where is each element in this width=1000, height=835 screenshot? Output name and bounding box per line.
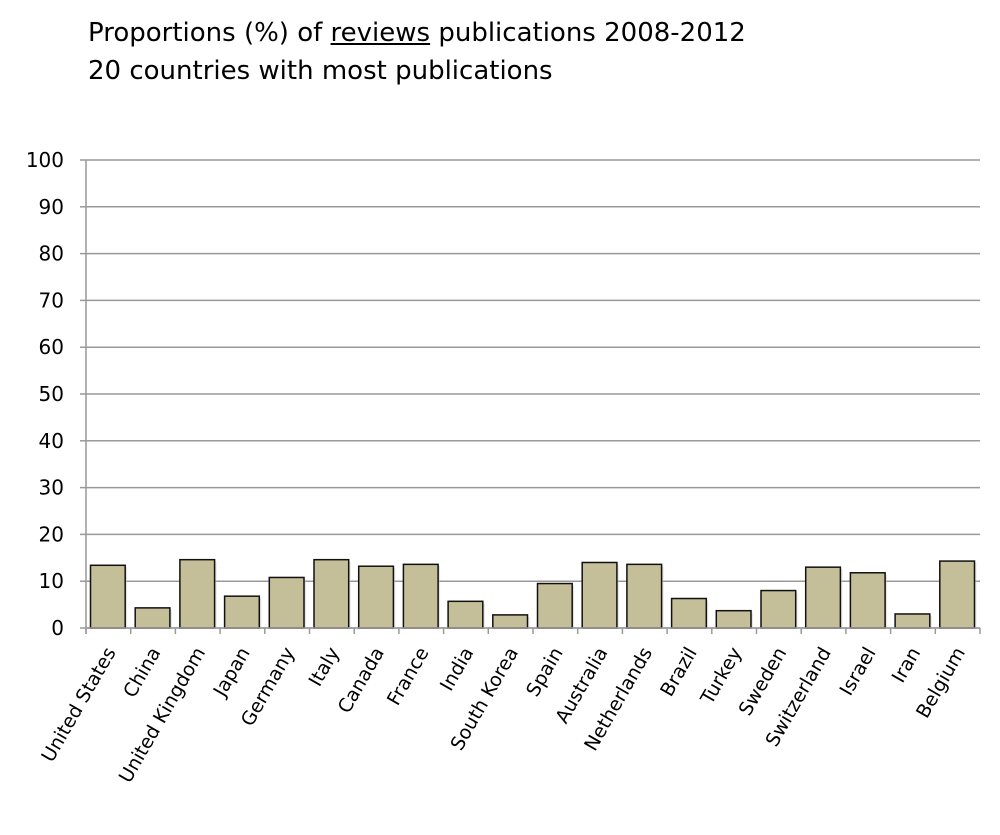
bar bbox=[402, 563, 439, 629]
x-tick-label: Italy bbox=[305, 644, 345, 691]
y-tick-label: 40 bbox=[39, 429, 64, 453]
title-line-1: Proportions (%) of reviews publications … bbox=[88, 14, 746, 52]
x-tick-label: India bbox=[436, 644, 478, 695]
bar bbox=[492, 614, 529, 629]
y-tick-label: 90 bbox=[39, 195, 64, 219]
x-tick-label: Iran bbox=[888, 644, 926, 687]
bar bbox=[581, 561, 618, 629]
x-tick-label: Spain bbox=[522, 644, 568, 701]
x-tick-label: Israel bbox=[836, 644, 881, 700]
x-tick-label: Brazil bbox=[656, 644, 702, 701]
y-tick-label: 60 bbox=[39, 335, 64, 359]
bar bbox=[804, 566, 842, 629]
x-tick-label: United States bbox=[37, 644, 120, 766]
bar bbox=[670, 597, 708, 629]
bar bbox=[179, 558, 216, 629]
y-tick-label: 30 bbox=[39, 476, 64, 500]
title-underlined-word: reviews bbox=[330, 18, 431, 48]
bar bbox=[536, 582, 573, 629]
bar bbox=[134, 607, 171, 629]
y-tick-label: 70 bbox=[39, 288, 64, 312]
x-tick-label: France bbox=[383, 644, 434, 710]
y-tick-label: 20 bbox=[39, 522, 64, 546]
bar bbox=[268, 576, 305, 629]
x-tick-label: Japan bbox=[209, 644, 255, 702]
x-tick-label: United Kingdom bbox=[115, 644, 210, 787]
y-tick-label: 10 bbox=[39, 569, 64, 593]
bar bbox=[939, 560, 976, 629]
title-text: Proportions (%) of bbox=[88, 18, 331, 48]
bar bbox=[760, 589, 797, 629]
x-tick-label: China bbox=[119, 644, 165, 702]
y-tick-label: 80 bbox=[39, 242, 64, 266]
y-tick-label: 50 bbox=[39, 382, 64, 406]
bar bbox=[357, 565, 395, 629]
y-tick-label: 100 bbox=[26, 148, 64, 172]
bar bbox=[447, 600, 484, 629]
bar bbox=[89, 564, 126, 629]
bar bbox=[715, 609, 752, 629]
bar bbox=[223, 595, 261, 629]
title-line-2: 20 countries with most publications bbox=[88, 56, 553, 86]
bar bbox=[313, 558, 350, 629]
chart-title: Proportions (%) of reviews publications … bbox=[88, 14, 746, 90]
title-text: publications 2008-2012 bbox=[430, 18, 746, 48]
bar bbox=[849, 572, 886, 629]
bar bbox=[894, 613, 931, 629]
bar bbox=[626, 563, 663, 629]
y-tick-label: 0 bbox=[51, 616, 64, 640]
